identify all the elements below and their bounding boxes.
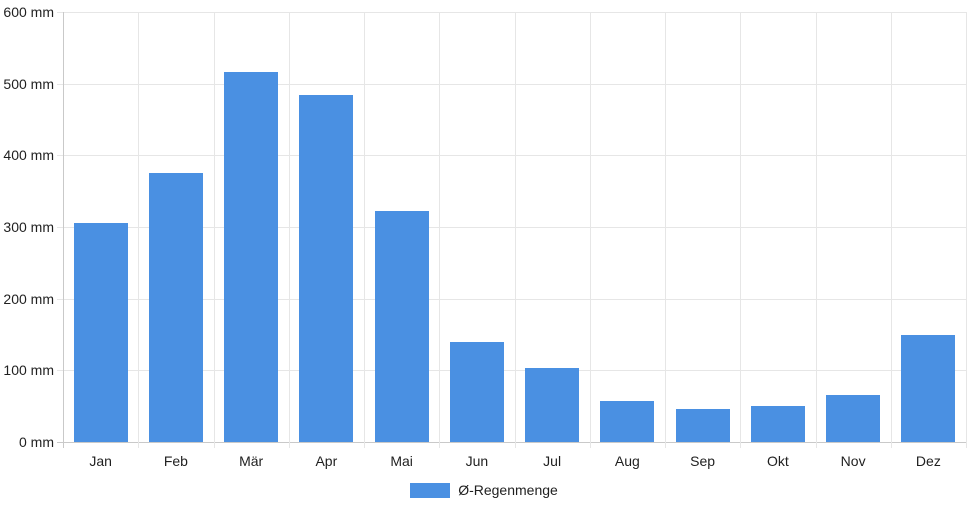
y-axis-line <box>63 12 64 448</box>
bar-jan[interactable] <box>73 223 128 442</box>
x-gridline <box>439 12 441 448</box>
bar-aug[interactable] <box>600 401 655 442</box>
bar-dez[interactable] <box>901 334 956 442</box>
bar-feb[interactable] <box>148 172 203 442</box>
y-gridline <box>57 298 966 300</box>
legend-label: Ø-Regenmenge <box>458 482 558 498</box>
x-gridline <box>288 12 290 448</box>
x-gridline <box>665 12 666 448</box>
x-gridline <box>514 12 516 448</box>
y-gridline <box>57 227 966 228</box>
y-gridline <box>57 370 966 372</box>
x-gridline <box>364 12 365 448</box>
y-axis-tick-label: 600 mm <box>3 4 54 20</box>
x-gridline <box>890 12 892 448</box>
bar-mär[interactable] <box>224 72 279 442</box>
x-axis-tick-label: Apr <box>315 453 338 469</box>
x-gridline <box>589 12 591 448</box>
x-axis-tick-label: Mai <box>390 453 413 469</box>
legend: Ø-Regenmenge <box>0 482 968 498</box>
x-axis-tick-label: Mär <box>239 453 264 469</box>
y-axis-tick-label: 200 mm <box>3 290 54 307</box>
y-gridline <box>57 83 966 85</box>
bar-jun[interactable] <box>449 341 504 442</box>
y-axis-tick-label: 100 mm <box>3 362 54 379</box>
y-gridline <box>57 12 966 13</box>
legend-swatch <box>410 482 451 498</box>
y-gridline <box>57 442 966 443</box>
legend-item[interactable]: Ø-Regenmenge <box>410 482 558 498</box>
x-gridline <box>815 12 817 448</box>
x-gridline <box>213 12 215 448</box>
x-axis-tick-label: Nov <box>840 453 866 469</box>
x-axis-tick-label: Jul <box>543 453 562 469</box>
bar-okt[interactable] <box>750 406 805 442</box>
y-gridline <box>57 155 966 157</box>
y-axis-tick-label: 500 mm <box>3 75 54 92</box>
x-gridline <box>740 12 742 448</box>
bar-apr[interactable] <box>299 95 354 442</box>
x-axis-tick-label: Feb <box>163 453 188 469</box>
x-gridline <box>138 12 140 448</box>
x-axis-tick-label: Dez <box>915 453 941 469</box>
bar-jul[interactable] <box>525 368 580 442</box>
y-axis-tick-label: 0 mm <box>19 434 54 450</box>
y-axis-tick-label: 400 mm <box>3 147 54 164</box>
x-axis-tick-label: Jan <box>89 453 112 469</box>
bar-mai[interactable] <box>374 211 429 442</box>
x-axis-tick-label: Okt <box>766 453 789 469</box>
y-axis-tick-label: 300 mm <box>3 219 54 235</box>
x-axis-tick-label: Aug <box>614 453 640 469</box>
x-axis-tick-label: Sep <box>690 453 716 469</box>
x-axis-tick-label: Jun <box>465 453 489 469</box>
plot-area <box>57 12 967 448</box>
bar-sep[interactable] <box>675 409 730 442</box>
bar-nov[interactable] <box>826 395 881 442</box>
x-gridline <box>966 12 967 448</box>
